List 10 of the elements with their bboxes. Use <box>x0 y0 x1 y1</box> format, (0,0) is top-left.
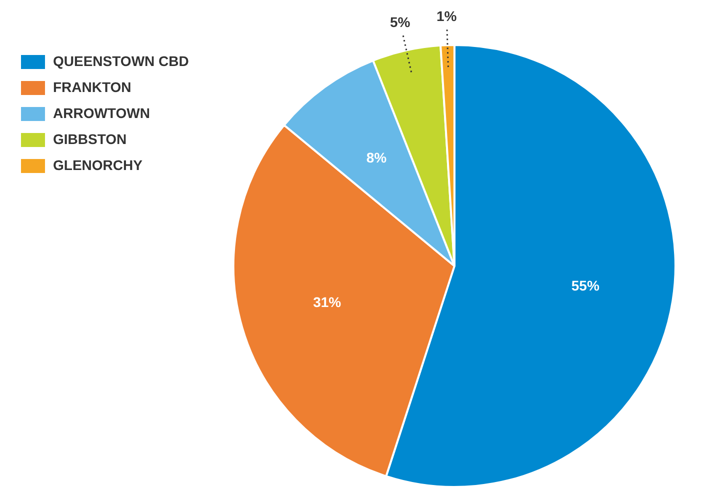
legend-label: ARROWTOWN <box>53 104 150 121</box>
legend-label: QUEENSTOWN CBD <box>53 52 189 69</box>
data-label: 31% <box>313 294 342 310</box>
legend-label: FRANKTON <box>53 78 132 95</box>
legend-label: GLENORCHY <box>53 156 144 173</box>
data-label: 55% <box>571 278 600 294</box>
data-label: 8% <box>366 150 388 166</box>
data-label: 5% <box>390 14 411 30</box>
legend-label: GIBBSTON <box>53 130 127 147</box>
data-label: 1% <box>436 8 458 24</box>
